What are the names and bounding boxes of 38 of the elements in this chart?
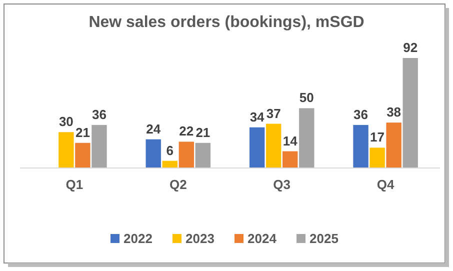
bar [370, 148, 385, 168]
data-label: 22 [179, 124, 194, 139]
bar [58, 132, 74, 168]
bar [353, 124, 368, 168]
x-tick-label: Q1 [66, 177, 84, 192]
bar [178, 142, 194, 168]
data-label: 92 [403, 40, 418, 55]
chart-title: New sales orders (bookings), mSGD [88, 14, 364, 31]
data-label: 34 [250, 109, 266, 124]
bar [75, 142, 90, 168]
data-label: 24 [146, 121, 162, 136]
legend-label: 2022 [124, 231, 152, 246]
data-label: 21 [75, 124, 90, 140]
data-label: 50 [299, 90, 314, 106]
x-tick-label: Q4 [376, 177, 395, 192]
data-label: 36 [92, 106, 106, 122]
data-label: 17 [370, 130, 385, 145]
legend-label: 2025 [310, 231, 338, 246]
data-label: 37 [266, 106, 281, 121]
data-label: 14 [282, 133, 298, 148]
x-tick-label: Q2 [169, 177, 187, 192]
bar [386, 122, 402, 168]
legend-label: 2024 [248, 231, 278, 246]
legend-label: 2023 [186, 231, 214, 246]
bar [249, 127, 265, 168]
data-label: 36 [354, 106, 368, 122]
data-label: 6 [166, 142, 174, 158]
bar [299, 108, 314, 168]
x-tick-label: Q3 [273, 177, 291, 192]
bar [146, 139, 161, 168]
bar [195, 142, 211, 168]
bar [92, 124, 107, 168]
bar [282, 151, 298, 168]
bar [402, 58, 418, 168]
data-label: 30 [58, 114, 74, 130]
data-label: 38 [386, 104, 402, 120]
data-label: 21 [196, 124, 210, 140]
bar [266, 124, 282, 168]
